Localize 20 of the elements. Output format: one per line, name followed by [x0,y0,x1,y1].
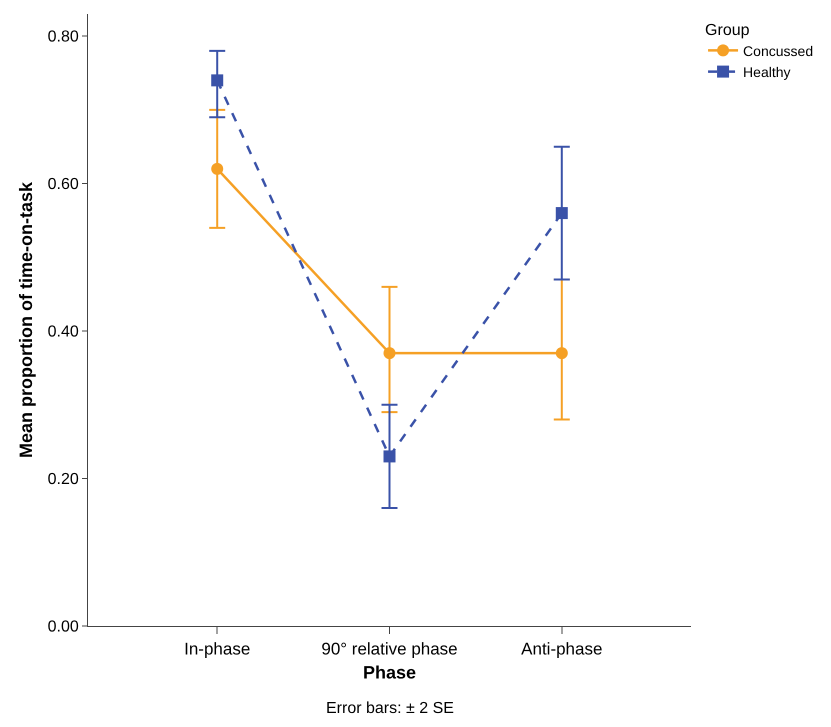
point [384,450,396,462]
legend-label: Healthy [743,64,791,80]
y-tick-label: 0.80 [48,28,79,46]
legend-label: Concussed [743,42,814,59]
x-tick-label: Anti-phase [521,639,602,658]
point [211,74,224,86]
point [211,162,224,175]
x-tick-label: In-phase [184,639,250,658]
y-tick-label: 0.20 [48,471,79,488]
legend-title: Group [705,22,750,39]
x-tick-label: 90° relative phase [321,639,458,658]
text: Error bars: ± 2 SE [326,700,454,717]
y-tick-label: 0.00 [48,618,79,636]
y-tick-label: 0.40 [48,324,79,341]
point [556,347,568,360]
y-tick-label: 0.60 [48,176,79,194]
point [384,347,396,360]
x-axis-title: Phase [362,662,416,682]
y-axis-title: Mean proportion of time-on-task [16,181,36,458]
point [556,207,568,220]
